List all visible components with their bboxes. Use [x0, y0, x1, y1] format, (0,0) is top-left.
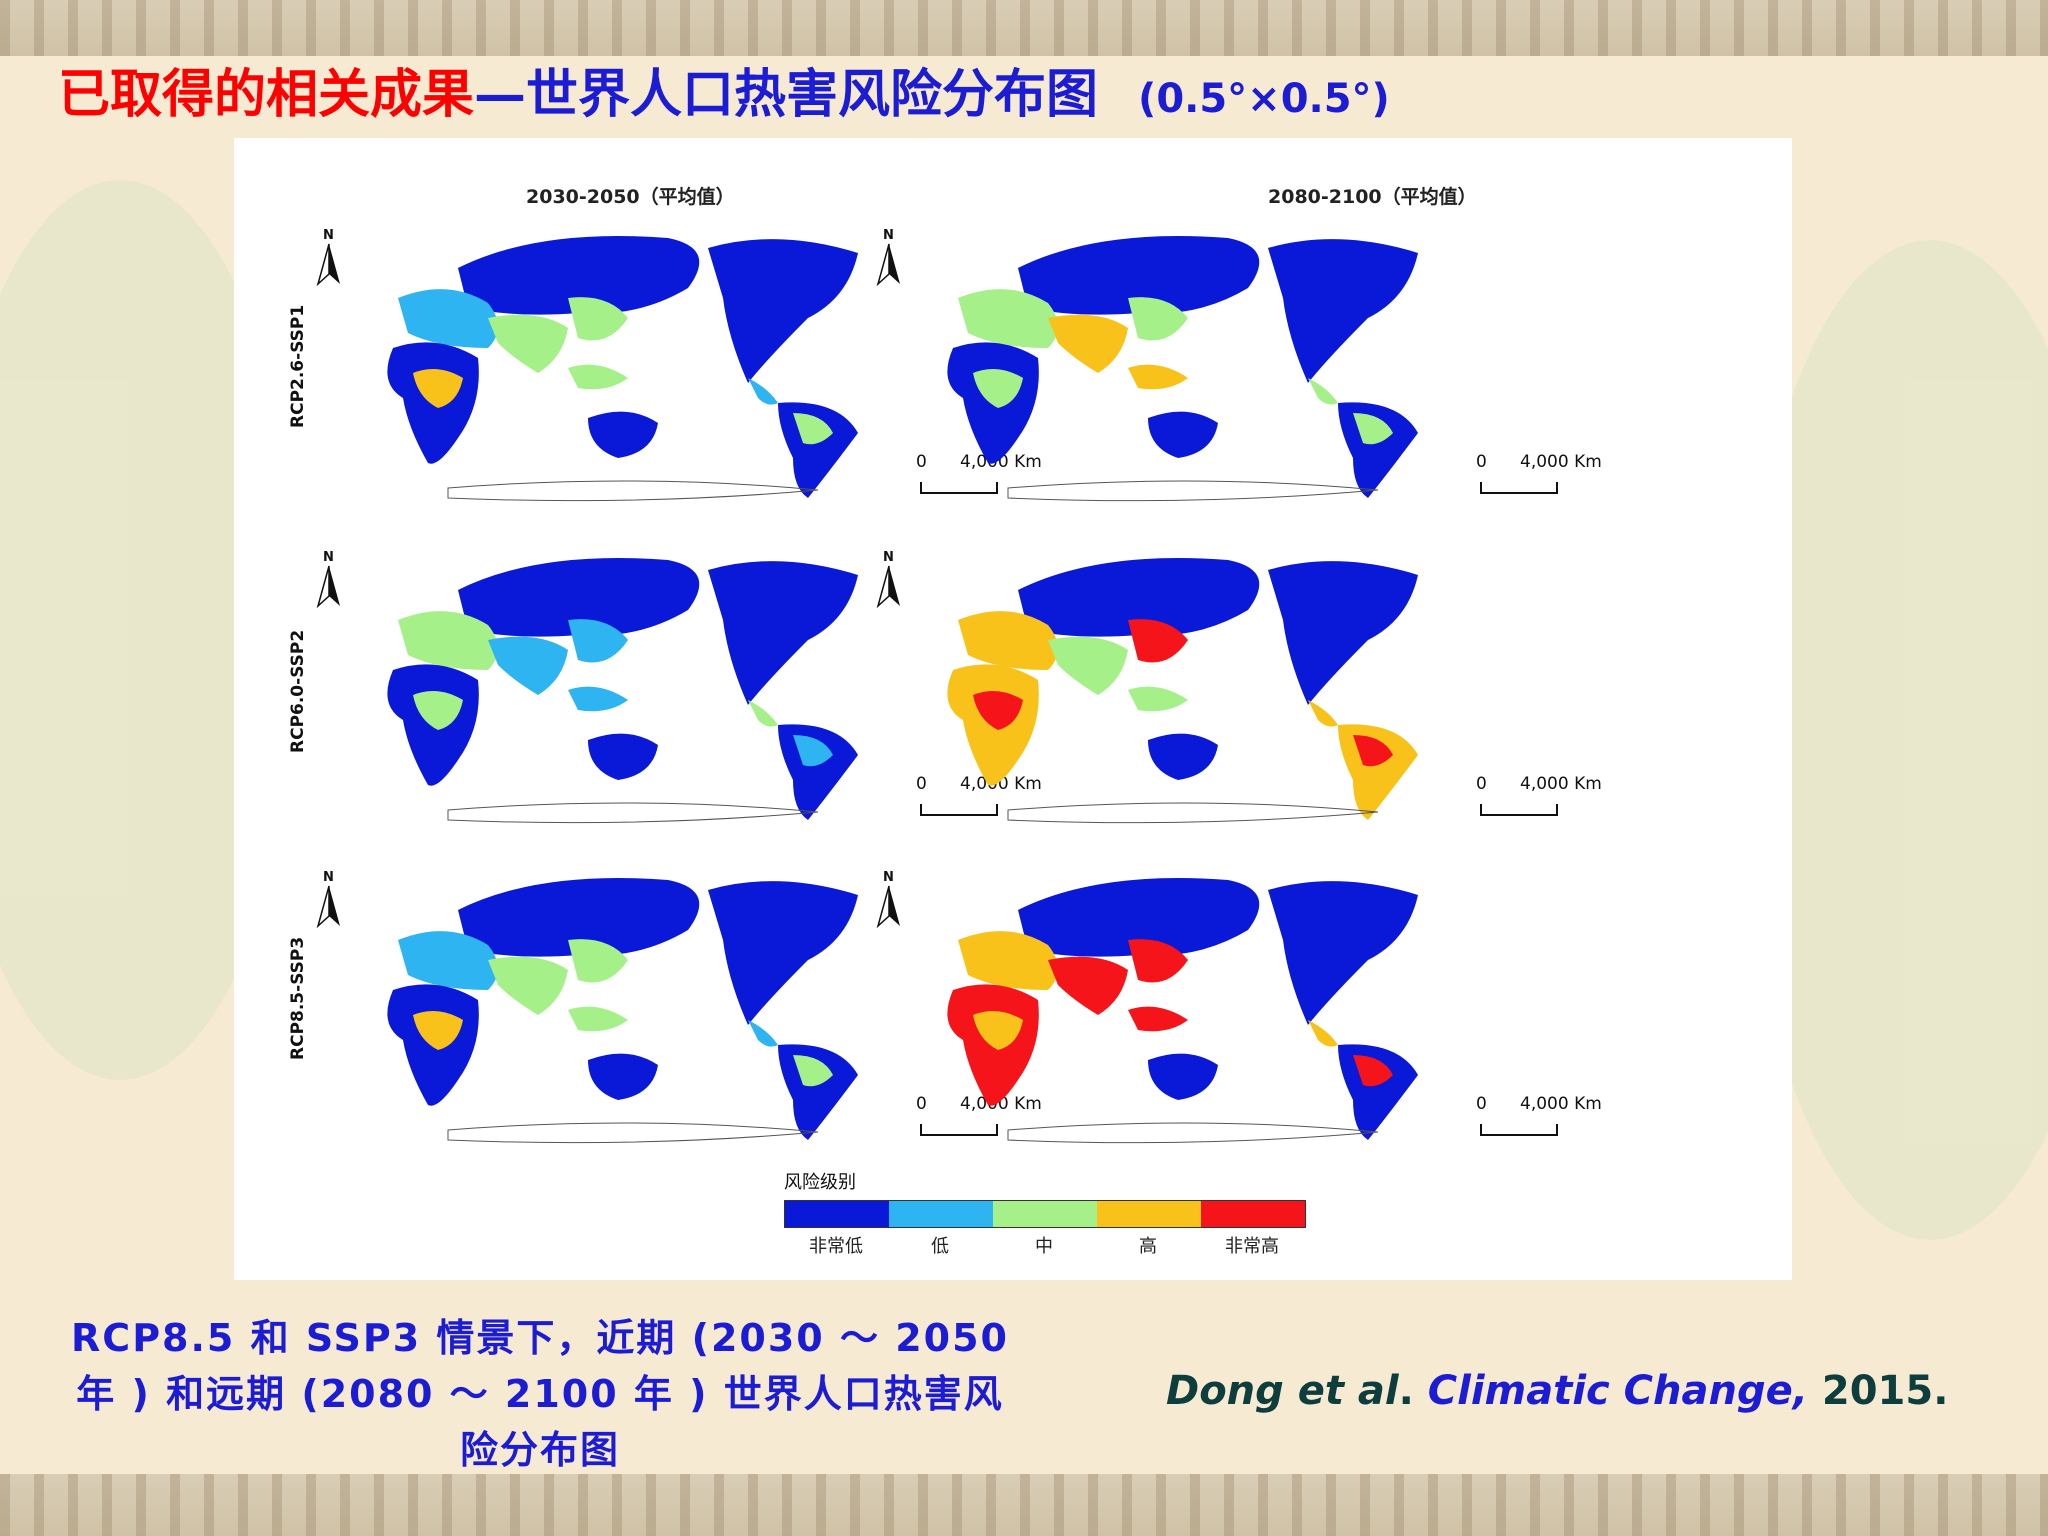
scale-zero: 0: [1476, 774, 1487, 794]
column-header-near-term: 2030-2050（平均值）: [526, 186, 735, 208]
scale-bar-rcp26-far: 0 4,000 Km: [1476, 452, 1602, 494]
risk-map-figure: 2030-2050（平均值） 2080-2100（平均值） RCP2.6-SSP…: [234, 138, 1792, 1280]
north-label: N: [323, 228, 334, 243]
citation-dot: .: [1398, 1368, 1414, 1414]
scale-distance: 4,000 Km: [1520, 1094, 1602, 1114]
row-label-rcp26: RCP2.6-SSP1: [288, 304, 308, 428]
north-label: N: [883, 870, 894, 885]
scale-distance: 4,000 Km: [1520, 452, 1602, 472]
title-resolution: (0.5°×0.5°): [1138, 76, 1390, 122]
north-label: N: [323, 870, 334, 885]
scale-bar-line: [920, 1124, 998, 1136]
legend-swatch-high: [1097, 1201, 1201, 1227]
legend-swatch-very-low: [785, 1201, 889, 1227]
scale-bar-line: [920, 804, 998, 816]
scale-distance: 4,000 Km: [1520, 774, 1602, 794]
citation-authors: Dong et al: [1166, 1368, 1399, 1414]
legend-label-very-high: 非常高: [1225, 1236, 1279, 1257]
row-label-rcp60: RCP6.0-SSP2: [288, 629, 308, 753]
scale-bar-rcp85-near: 0 4,000 Km: [916, 1094, 1042, 1136]
world-map-rcp85-near: [338, 850, 938, 1150]
scale-bar-rcp60-near: 0 4,000 Km: [916, 774, 1042, 816]
legend-label-low: 低: [931, 1236, 949, 1257]
title-red-part: 已取得的相关成果: [58, 64, 475, 125]
title-blue-part: 世界人口热害风险分布图: [526, 64, 1099, 125]
north-arrow-icon: N: [874, 870, 904, 930]
row-label-rcp85: RCP8.5-SSP3: [288, 936, 308, 1060]
world-map-rcp60-far: [898, 530, 1498, 830]
legend-swatch-very-high: [1201, 1201, 1305, 1227]
citation: Dong et al. Climatic Change, 2015.: [1166, 1368, 1948, 1414]
legend-labels: 非常低 低 中 高 非常高: [784, 1232, 1309, 1257]
north-arrow-icon: N: [874, 228, 904, 288]
title-dash: —: [474, 64, 527, 125]
column-header-far-term: 2080-2100（平均值）: [1268, 186, 1477, 208]
world-map-rcp85-far: [898, 850, 1498, 1150]
world-map-rcp26-far: [898, 208, 1498, 508]
legend-color-bar: [784, 1200, 1306, 1228]
scale-zero: 0: [916, 1094, 927, 1114]
world-map-rcp26-near: [338, 208, 938, 508]
north-arrow-icon: N: [314, 870, 344, 930]
north-arrow-icon: N: [314, 550, 344, 610]
scale-bar-line: [1480, 1124, 1558, 1136]
scale-distance: 4,000 Km: [960, 1094, 1042, 1114]
north-arrow-icon: N: [314, 228, 344, 288]
citation-journal: Climatic Change: [1427, 1368, 1793, 1414]
scale-bar-line: [1480, 804, 1558, 816]
scale-zero: 0: [1476, 1094, 1487, 1114]
north-label: N: [883, 228, 894, 243]
scale-bar-line: [920, 482, 998, 494]
north-arrow-icon: N: [874, 550, 904, 610]
citation-comma: ,: [1792, 1368, 1808, 1414]
north-label: N: [883, 550, 894, 565]
citation-end-dot: .: [1933, 1368, 1949, 1414]
scale-bar-rcp26-near: 0 4,000 Km: [916, 452, 1042, 494]
scale-zero: 0: [916, 774, 927, 794]
scale-zero: 0: [1476, 452, 1487, 472]
scale-zero: 0: [916, 452, 927, 472]
world-map-rcp60-near: [338, 530, 938, 830]
legend-swatch-medium: [993, 1201, 1097, 1227]
bottom-decorative-border: [0, 1474, 2048, 1536]
legend-swatch-low: [889, 1201, 993, 1227]
citation-year: 2015: [1821, 1368, 1934, 1414]
north-label: N: [323, 550, 334, 565]
figure-caption: RCP8.5 和 SSP3 情景下，近期 (2030 ～ 2050 年 ) 和远…: [71, 1316, 1009, 1472]
scale-distance: 4,000 Km: [960, 452, 1042, 472]
scale-bar-line: [1480, 482, 1558, 494]
legend-label-very-low: 非常低: [809, 1236, 863, 1257]
top-decorative-border: [0, 0, 2048, 56]
slide-title: 已取得的相关成果—世界人口热害风险分布图 (0.5°×0.5°): [58, 60, 1390, 130]
legend-label-high: 高: [1139, 1236, 1157, 1257]
legend-label-medium: 中: [1035, 1236, 1053, 1257]
legend-title: 风险级别: [784, 1172, 856, 1193]
scale-distance: 4,000 Km: [960, 774, 1042, 794]
scale-bar-rcp85-far: 0 4,000 Km: [1476, 1094, 1602, 1136]
scale-bar-rcp60-far: 0 4,000 Km: [1476, 774, 1602, 816]
